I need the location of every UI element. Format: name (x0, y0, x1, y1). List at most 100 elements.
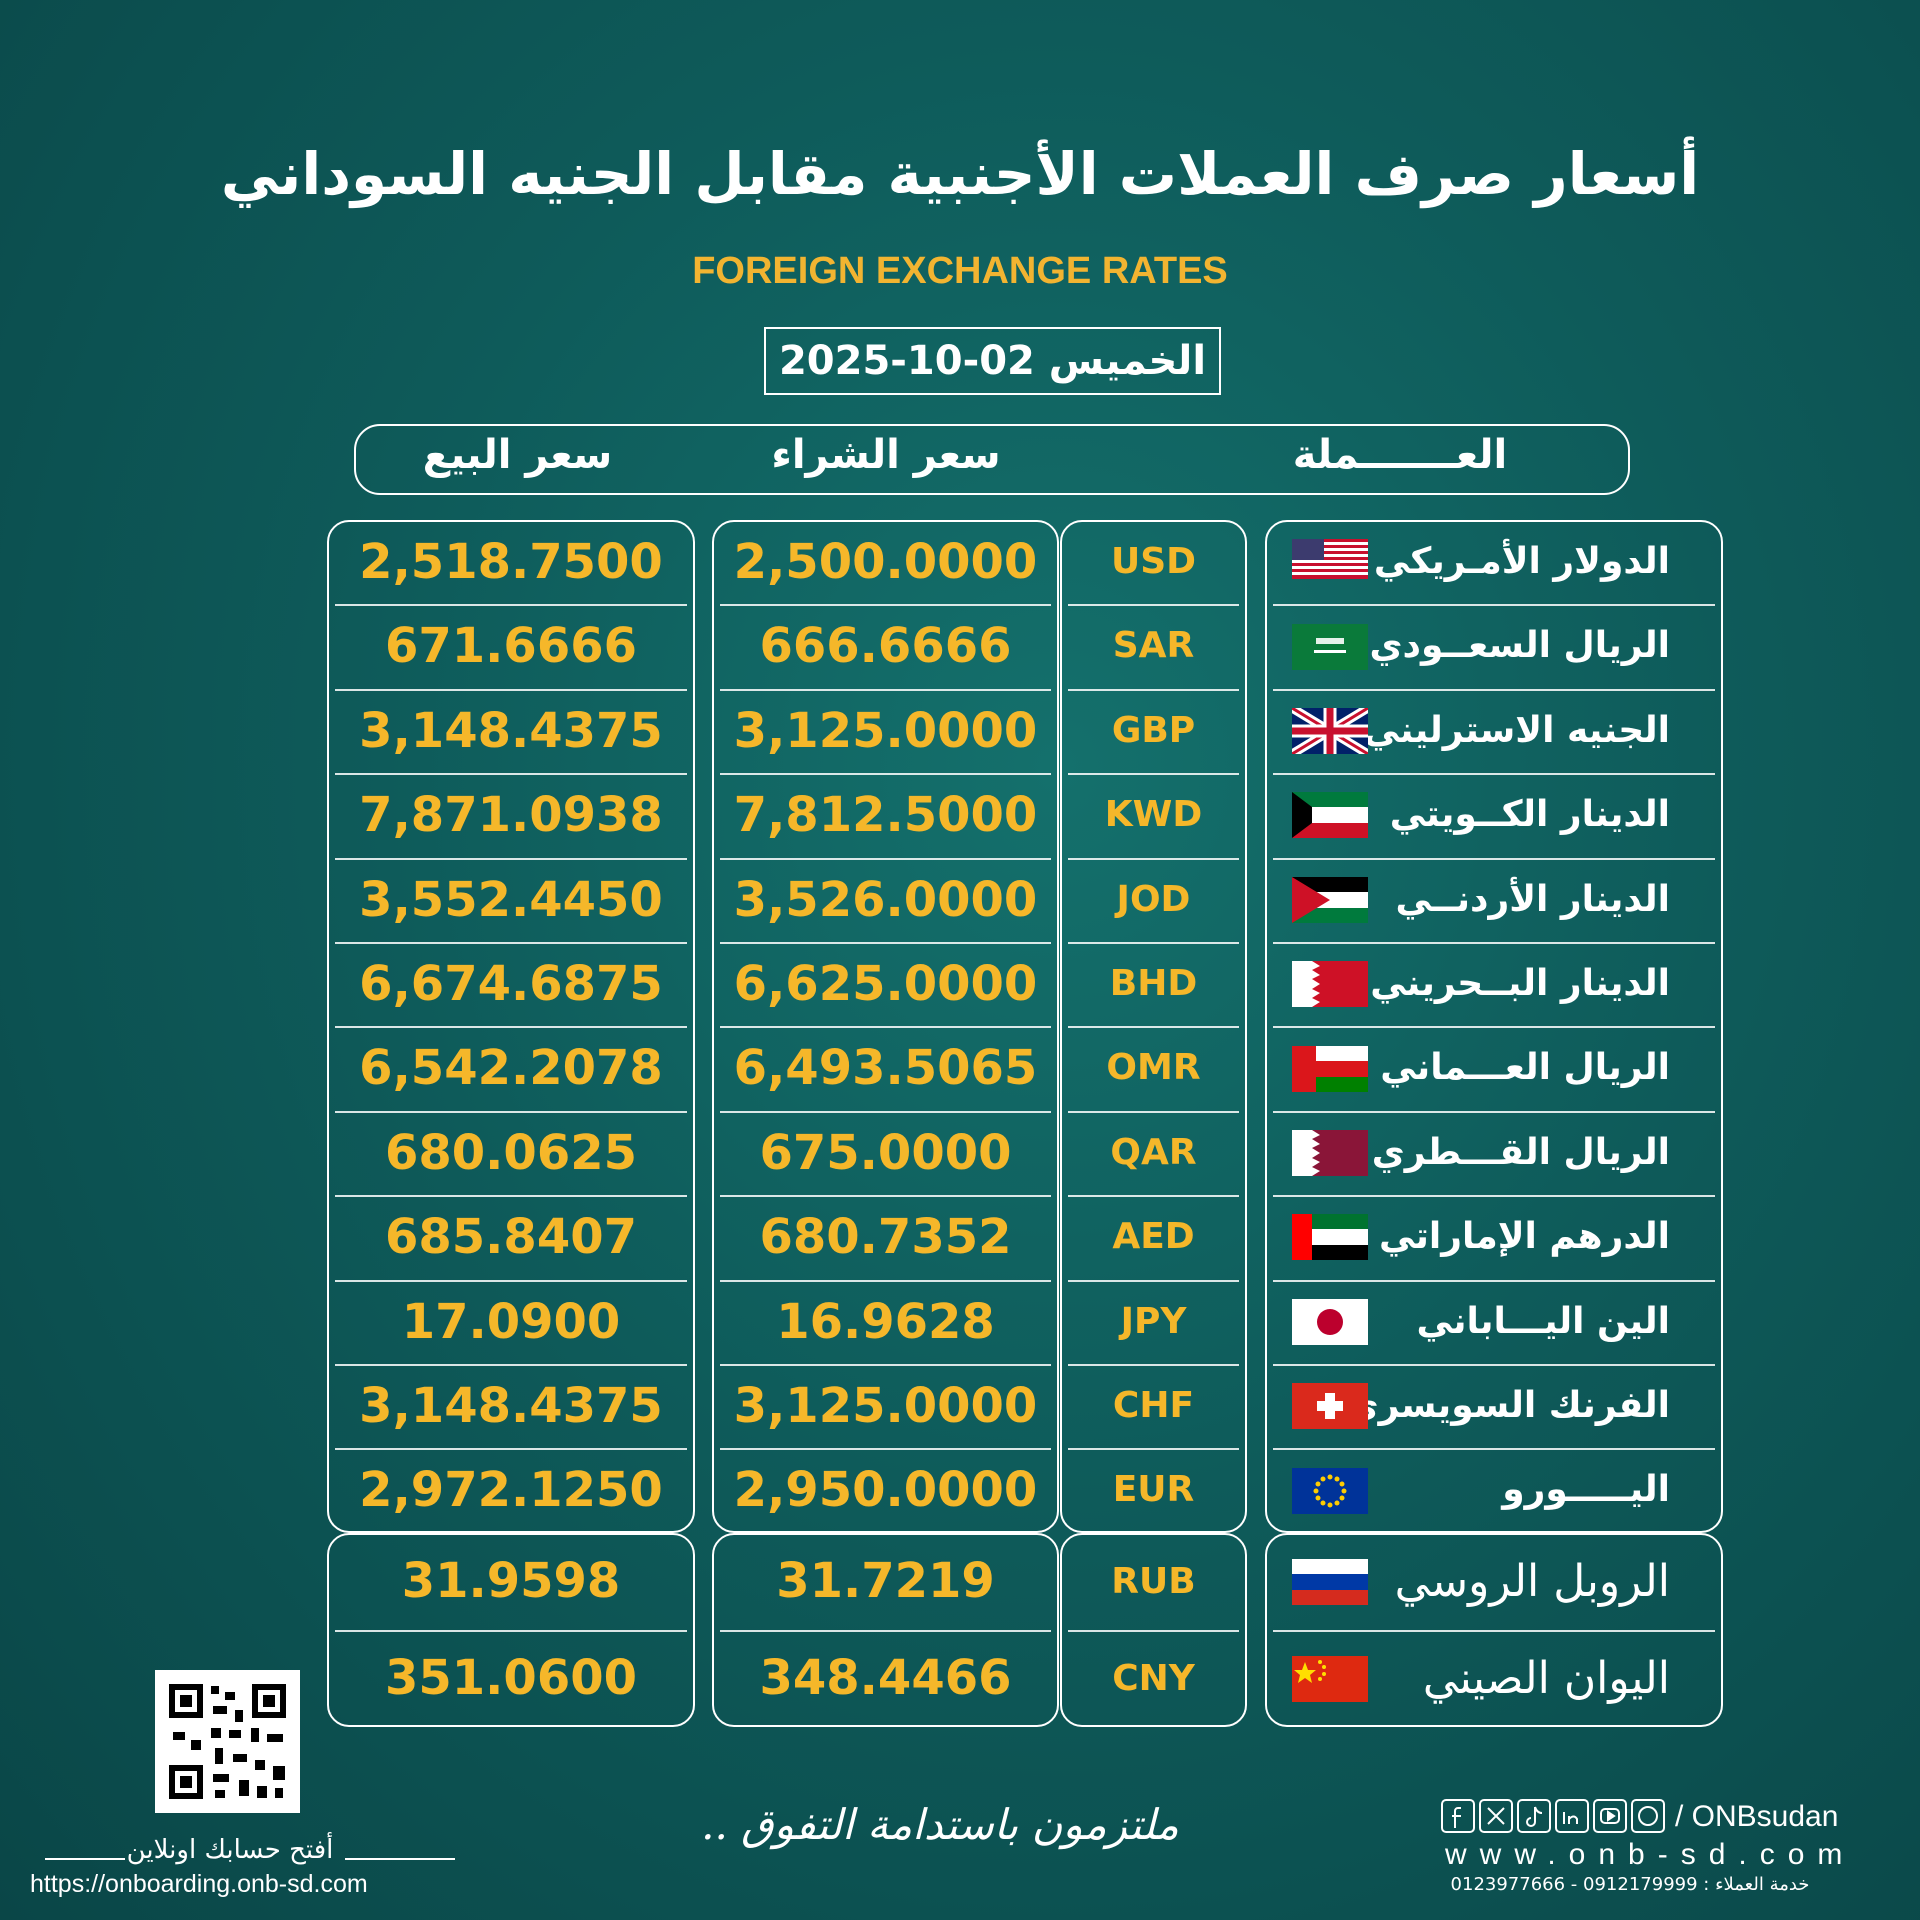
column-box (712, 1533, 1059, 1727)
website: www.onb-sd.com (1445, 1838, 1856, 1871)
sell-rate: 17.0900 (401, 1293, 621, 1350)
buy-rate: 6,625.0000 (733, 956, 1038, 1012)
currency-name: الدينار الكــويتي (1389, 794, 1670, 836)
column-box (327, 520, 695, 1533)
slogan: ملتزمون باستدامة التفوق .. (701, 1800, 1179, 1849)
row-separator (335, 1279, 687, 1282)
flag (1292, 1655, 1368, 1702)
sell-rate: 31.9598 (401, 1553, 621, 1609)
row-separator (335, 604, 687, 607)
sell-rate: 2,972.1250 (359, 1462, 663, 1519)
subtitle: FOREIGN EXCHANGE RATES (692, 250, 1228, 292)
sell-rate: 3,148.4375 (359, 702, 663, 759)
row-separator (335, 857, 687, 860)
flag (1292, 792, 1368, 839)
column-box (1060, 520, 1247, 1533)
flag (1292, 708, 1368, 754)
sell-rate: 671.6666 (384, 618, 638, 675)
buy-rate: 3,125.0000 (733, 1378, 1038, 1434)
rule (45, 1858, 125, 1860)
social-icons (1441, 1799, 1665, 1833)
column-header: سعر البيع (422, 432, 613, 478)
row-separator (720, 942, 1051, 944)
row-separator (335, 1195, 687, 1198)
currency-code: SAR (1112, 625, 1195, 667)
currency-code: USD (1110, 541, 1197, 582)
currency-code: KWD (1104, 794, 1203, 836)
sell-rate: 7,871.0938 (359, 787, 663, 844)
currency-name: الريال القـــطري (1371, 1131, 1670, 1173)
flag (1292, 961, 1368, 1008)
column-box (327, 1533, 695, 1727)
row-separator (1068, 604, 1239, 607)
row-separator (1068, 1279, 1239, 1282)
currency-name: الجنيه الاسترليني (1363, 709, 1670, 751)
sell-rate: 685.8407 (384, 1209, 638, 1266)
column-header: سعر الشراء (771, 432, 1001, 478)
row-separator (1273, 1195, 1715, 1198)
row-separator (720, 1448, 1051, 1451)
currency-code: EUR (1112, 1469, 1195, 1511)
flag (1292, 876, 1368, 923)
row-separator (1273, 1630, 1715, 1632)
buy-rate: 2,950.0000 (733, 1462, 1038, 1519)
flag (1292, 1045, 1368, 1092)
row-separator (1068, 1195, 1239, 1198)
column-box (1265, 520, 1723, 1533)
row-separator (1273, 942, 1715, 944)
currency-name: الين اليـــاباني (1416, 1300, 1670, 1342)
row-separator (720, 1195, 1051, 1198)
row-separator (335, 773, 687, 776)
flag (1292, 1298, 1368, 1345)
row-separator (1273, 857, 1715, 860)
buy-rate: 680.7352 (759, 1209, 1012, 1266)
row-separator (1068, 857, 1239, 860)
column-header: العـــــــملة (1292, 432, 1508, 478)
row-separator (1273, 1026, 1715, 1029)
row-separator (1273, 1364, 1715, 1366)
row-separator (720, 857, 1051, 860)
buy-rate: 675.0000 (759, 1124, 1012, 1181)
currency-name: الروبل الروسي (1394, 1556, 1670, 1607)
row-separator (335, 1026, 687, 1029)
buy-rate: 3,125.0000 (733, 702, 1038, 759)
currency-code: JOD (1116, 878, 1191, 920)
currency-code: OMR (1106, 1047, 1201, 1089)
sell-rate: 6,674.6875 (359, 956, 663, 1012)
currency-code: AED (1112, 1216, 1195, 1258)
row-separator (720, 1110, 1051, 1113)
row-separator (1273, 688, 1715, 691)
buy-rate: 348.4466 (759, 1650, 1012, 1706)
row-separator (720, 688, 1051, 691)
buy-rate: 3,526.0000 (733, 871, 1038, 928)
buy-rate: 16.9628 (776, 1293, 995, 1350)
qr-code (155, 1670, 300, 1813)
row-separator (720, 1630, 1051, 1632)
currency-name: الريال السعــودي (1369, 625, 1670, 667)
date: الخميس 02-10-2025 (764, 327, 1221, 395)
customer-service: خدمة العملاء : 0912179999 - 0123977666 (1450, 1874, 1810, 1895)
sell-rate: 351.0600 (384, 1650, 638, 1706)
column-box (1060, 1533, 1247, 1727)
row-separator (1273, 1110, 1715, 1113)
currency-name: الدينار الأردنــي (1395, 878, 1670, 920)
sell-rate: 680.0625 (384, 1124, 638, 1181)
row-separator (335, 1448, 687, 1451)
column-box (712, 520, 1059, 1533)
currency-name: الريال العـــماني (1380, 1047, 1670, 1089)
row-separator (1068, 1448, 1239, 1451)
buy-rate: 31.7219 (776, 1553, 995, 1609)
currency-code: GBP (1111, 709, 1196, 751)
flag (1292, 1130, 1368, 1176)
row-separator (1068, 688, 1239, 691)
currency-name: اليـــــورو (1502, 1469, 1670, 1511)
row-separator (335, 1110, 687, 1113)
flag (1292, 623, 1368, 670)
currency-code: CHF (1112, 1385, 1195, 1426)
row-separator (1068, 1110, 1239, 1113)
row-separator (720, 773, 1051, 776)
currency-name: الدرهم الإماراتي (1378, 1216, 1670, 1258)
row-separator (720, 1279, 1051, 1282)
row-separator (1068, 1364, 1239, 1366)
